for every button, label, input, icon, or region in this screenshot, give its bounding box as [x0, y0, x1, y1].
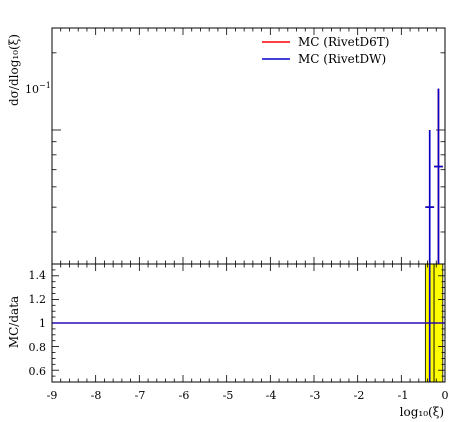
legend: MC (RivetD6T) MC (RivetDW) — [262, 35, 389, 66]
svg-text:10−1: 10−1 — [25, 81, 51, 96]
ratio-y-axis-label: MC/data — [7, 296, 21, 348]
ratio-y-tick-label-1.4: 1.4 — [29, 269, 47, 282]
ratio-panel-frame — [51, 263, 446, 383]
x-tick-label-m4: -4 — [266, 389, 277, 402]
ratio-y-tick-label-0.8: 0.8 — [29, 341, 47, 354]
ratio-y-tick-label-1: 1 — [39, 317, 46, 330]
x-axis-label: log₁₀(ξ) — [400, 405, 444, 419]
x-tick-label-0: 0 — [442, 389, 449, 402]
x-tick-label-m6: -6 — [179, 389, 190, 402]
x-tick-label-m1: -1 — [398, 389, 409, 402]
ratio-y-tick-label-1.2: 1.2 — [29, 293, 47, 306]
x-tick-label-m8: -8 — [91, 389, 102, 402]
x-tick-label-m7: -7 — [135, 389, 146, 402]
x-tick-label-m3: -3 — [310, 389, 321, 402]
legend-label-dw: MC (RivetDW) — [298, 52, 386, 66]
y-tick-base: 10 — [25, 83, 39, 96]
ratio-y-tick-label-0.6: 0.6 — [29, 365, 47, 378]
series-layer — [52, 88, 445, 382]
x-tick-label-m2: -2 — [354, 389, 365, 402]
x-tick-label-m5: -5 — [223, 389, 234, 402]
frame-layer — [51, 27, 446, 383]
main-y-tick-label: 10−1 — [25, 81, 51, 96]
x-tick-label-m9: -9 — [47, 389, 58, 402]
main-y-axis-label: dσ/dlog₁₀(ξ) — [7, 34, 21, 106]
y-tick-exponent: −1 — [39, 81, 51, 90]
tick-layer — [51, 28, 446, 383]
legend-label-d6t: MC (RivetD6T) — [298, 35, 389, 49]
